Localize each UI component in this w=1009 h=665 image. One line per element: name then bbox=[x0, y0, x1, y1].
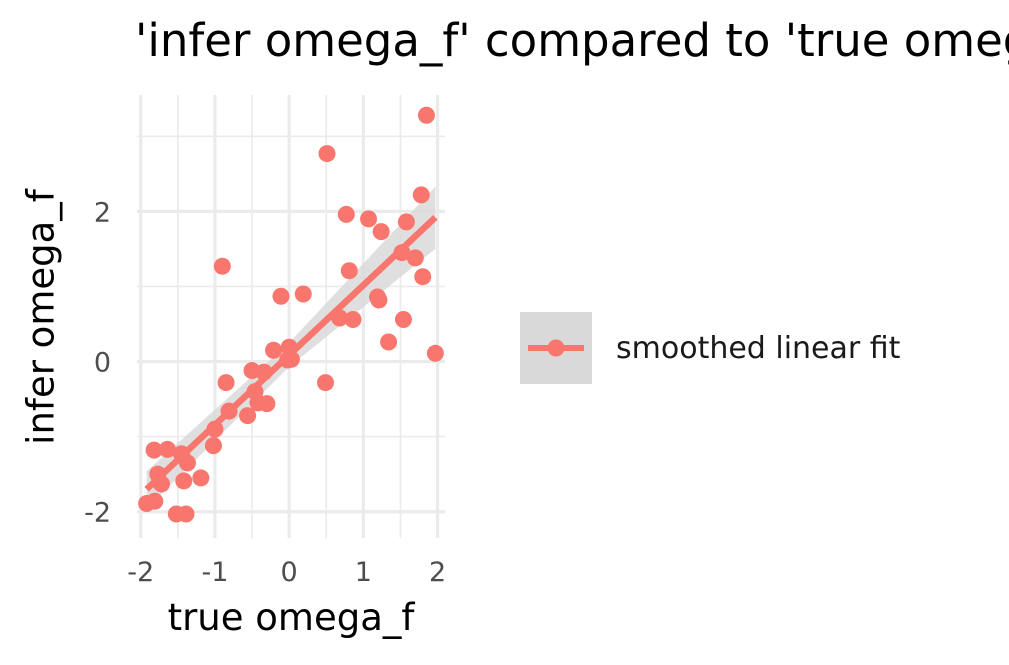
data-point bbox=[412, 186, 430, 204]
data-point bbox=[340, 262, 358, 280]
y-tick-label: -2 bbox=[84, 498, 111, 529]
legend-key-marker bbox=[547, 339, 565, 357]
data-points bbox=[138, 106, 444, 523]
data-point bbox=[138, 494, 156, 512]
legend: smoothed linear fit bbox=[520, 312, 900, 384]
chart-title: 'infer omega_f' compared to 'true omega_… bbox=[135, 14, 1009, 67]
data-point bbox=[397, 213, 415, 231]
data-point bbox=[213, 257, 231, 275]
data-point bbox=[220, 402, 238, 420]
x-tick-label: 0 bbox=[281, 557, 298, 588]
data-point bbox=[177, 505, 195, 523]
data-point bbox=[145, 441, 163, 459]
data-point bbox=[317, 374, 335, 392]
data-point bbox=[417, 106, 435, 124]
data-point bbox=[318, 145, 336, 163]
data-point bbox=[294, 285, 312, 303]
data-point bbox=[394, 311, 412, 329]
data-point bbox=[175, 472, 193, 490]
data-point bbox=[258, 395, 276, 413]
data-point bbox=[206, 420, 224, 438]
data-point bbox=[192, 469, 210, 487]
data-point bbox=[337, 205, 355, 223]
data-point bbox=[331, 309, 349, 327]
data-point bbox=[217, 374, 235, 392]
x-tick-label: 2 bbox=[429, 557, 446, 588]
data-point bbox=[426, 344, 444, 362]
data-point bbox=[344, 311, 362, 329]
y-tick-label: 2 bbox=[94, 197, 111, 228]
y-axis-label: infer omega_f bbox=[19, 189, 63, 445]
data-point bbox=[204, 437, 222, 455]
data-point bbox=[370, 291, 388, 309]
data-point bbox=[255, 363, 273, 381]
tick-labels: -2 -1 0 1 2 -2 0 2 bbox=[84, 197, 446, 588]
data-point bbox=[360, 210, 378, 228]
x-tick-label: -2 bbox=[127, 557, 154, 588]
x-tick-label: 1 bbox=[355, 557, 372, 588]
x-tick-label: -1 bbox=[201, 557, 228, 588]
data-point bbox=[406, 249, 424, 267]
data-point bbox=[414, 268, 432, 286]
data-point bbox=[152, 475, 170, 493]
data-point bbox=[372, 223, 390, 241]
data-point bbox=[282, 350, 300, 368]
data-point bbox=[393, 244, 411, 262]
legend-label: smoothed linear fit bbox=[616, 330, 901, 366]
data-point bbox=[380, 333, 398, 351]
data-point bbox=[272, 287, 290, 305]
x-axis-label: true omega_f bbox=[167, 596, 415, 639]
data-point bbox=[265, 341, 283, 359]
data-point bbox=[158, 440, 176, 458]
y-tick-label: 0 bbox=[94, 348, 111, 379]
data-point bbox=[178, 454, 196, 472]
data-point bbox=[239, 407, 257, 425]
legend-key bbox=[520, 312, 592, 384]
